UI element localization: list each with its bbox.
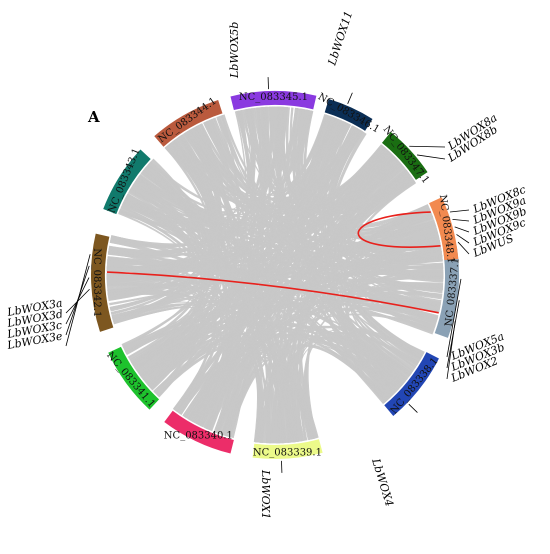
chromosome-label: NC_083340.1 <box>164 431 233 442</box>
gene-label: LbWOX1 <box>259 469 272 519</box>
chromosome-label: NC_083342.1 <box>91 248 102 317</box>
chromosome-label: NC_083345.1 <box>239 92 308 103</box>
gene-leader-line <box>457 234 469 243</box>
gene-leader-line <box>455 227 469 232</box>
gene-leader-line <box>458 242 469 254</box>
gene-leader-line <box>450 210 469 212</box>
panel-letter: A <box>87 108 100 126</box>
gene-leader-line <box>452 219 469 221</box>
gene-leader-line <box>409 404 418 412</box>
gene-label: LbWOX5b <box>228 22 241 79</box>
gene-label: LbWOX11 <box>325 9 355 68</box>
gene-label: LbWOX4 <box>369 456 396 508</box>
gene-leader-line <box>417 155 445 159</box>
gene-leader-line <box>348 93 353 104</box>
chromosome-label: NC_083339.1 <box>253 448 322 459</box>
gene-leader-line <box>409 146 445 147</box>
gene-leader-line <box>66 254 90 346</box>
